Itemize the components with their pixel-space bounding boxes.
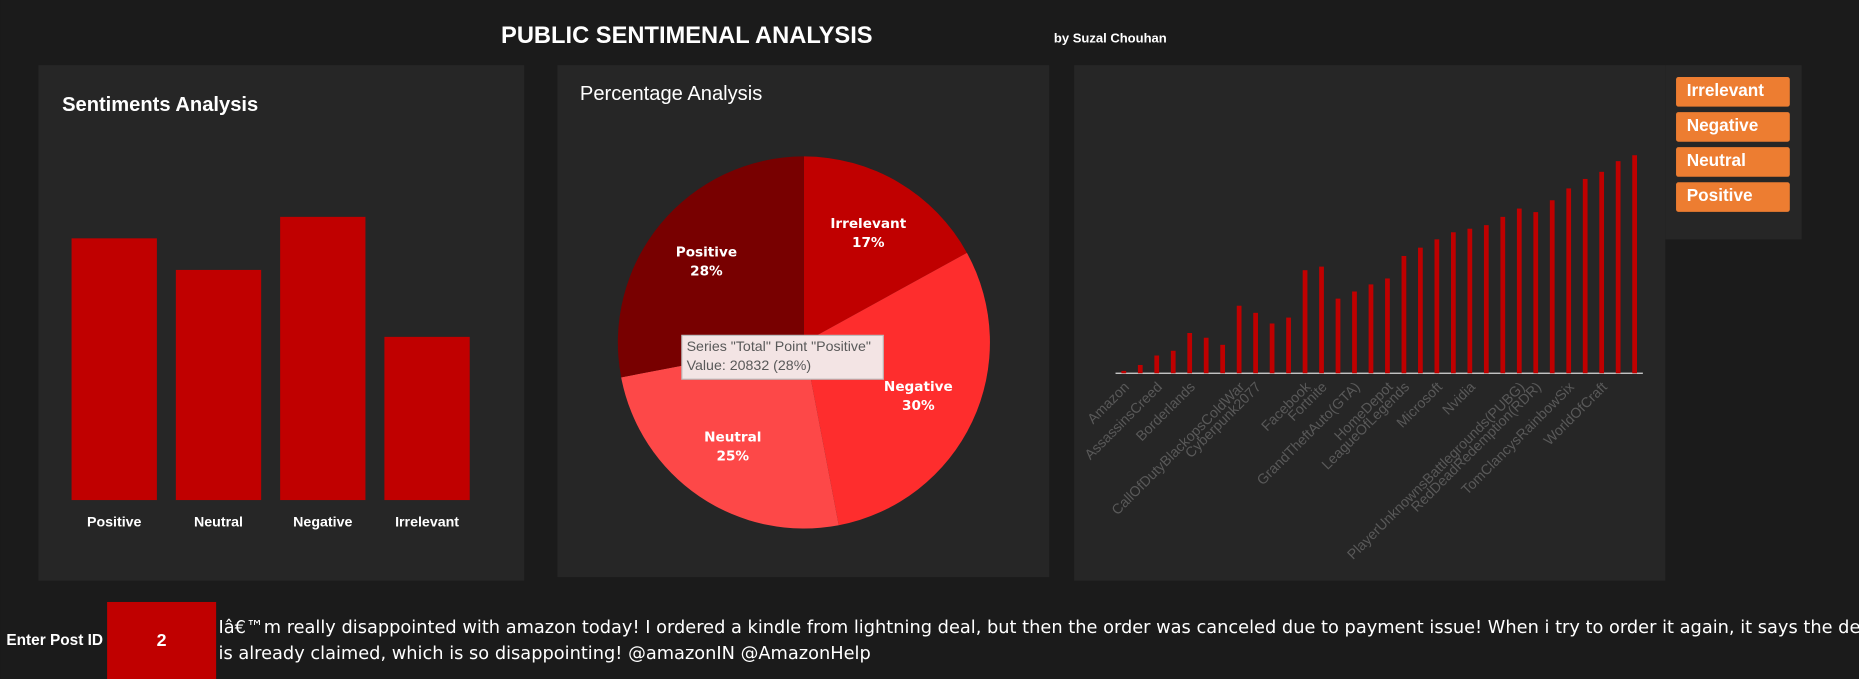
slice-value: 17% [852,235,885,251]
slice-label: Positive [676,244,737,260]
bar [1253,312,1258,374]
slice-label: Neutral [704,430,761,446]
post-id-value[interactable]: 2 [157,630,167,650]
slice-value: 28% [690,263,723,279]
bar [1319,266,1324,374]
chart-title: Percentage Analysis [580,83,762,105]
bar [1516,208,1522,374]
pie-slice [803,252,990,526]
bar [1236,305,1242,374]
tooltip-line: Value: 20832 (28%) [687,358,812,374]
bar [1533,212,1539,374]
post-id-label: Enter Post ID [6,632,103,649]
slicer-button[interactable] [1676,147,1790,177]
bar [1632,155,1637,374]
tooltip-line: Series "Total" Point "Positive" [687,339,871,355]
slicer-button[interactable] [1676,77,1790,107]
bar [1352,291,1357,374]
bar [1599,171,1605,374]
chart-title: Sentiments Analysis [62,94,258,116]
x-tick-label: Neutral [194,514,243,530]
bar [1286,317,1291,374]
pie-slice [621,342,839,529]
bar [1549,200,1555,374]
slice-value: 25% [716,449,749,465]
bar [175,269,262,501]
slice-label: Irrelevant [830,216,906,232]
page-subtitle: by Suzal Chouhan [1054,31,1167,46]
bar [1335,298,1341,374]
bar [1368,284,1374,374]
x-tick-label: Positive [87,514,142,530]
bar [1220,344,1226,374]
slicer-label[interactable]: Neutral [1687,150,1746,170]
bar [1483,225,1489,374]
bar [1302,270,1308,374]
bar [1582,178,1588,374]
pie-slice [803,156,967,343]
slice-label: Negative [884,379,953,395]
page-title: PUBLIC SENTIMENAL ANALYSIS [501,23,873,49]
bar [1450,232,1456,374]
bar [1137,364,1143,374]
slicer-label[interactable]: Irrelevant [1687,80,1765,100]
pie-slice [617,156,804,378]
bar [1187,332,1193,374]
bar [1418,247,1423,374]
bar [1566,188,1572,374]
bar [1401,255,1407,374]
bar [280,216,366,501]
slicer-label[interactable]: Positive [1687,185,1753,205]
bar [1467,228,1473,374]
bar [1170,350,1176,374]
bar [384,336,470,501]
slice-value: 30% [902,398,935,414]
x-tick-label: Irrelevant [395,514,459,530]
bar [1500,216,1506,374]
bar [1203,337,1209,374]
tooltip [681,334,884,380]
bar [1154,355,1160,374]
bar [1385,278,1390,374]
bar [1269,323,1275,374]
post-id-input[interactable] [107,601,217,679]
x-tick-label: Negative [293,514,352,530]
slicer-label[interactable]: Negative [1687,115,1759,135]
bar [1121,370,1127,374]
slicer-button[interactable] [1676,112,1790,142]
bar [1615,161,1621,374]
bar [1434,239,1440,374]
slicer-button[interactable] [1676,182,1790,212]
post-text-box: Iâ€™m really disappointed with amazon to… [218,616,1859,664]
post-text: Iâ€™m really disappointed with amazon to… [218,616,1859,664]
bar [71,238,157,501]
